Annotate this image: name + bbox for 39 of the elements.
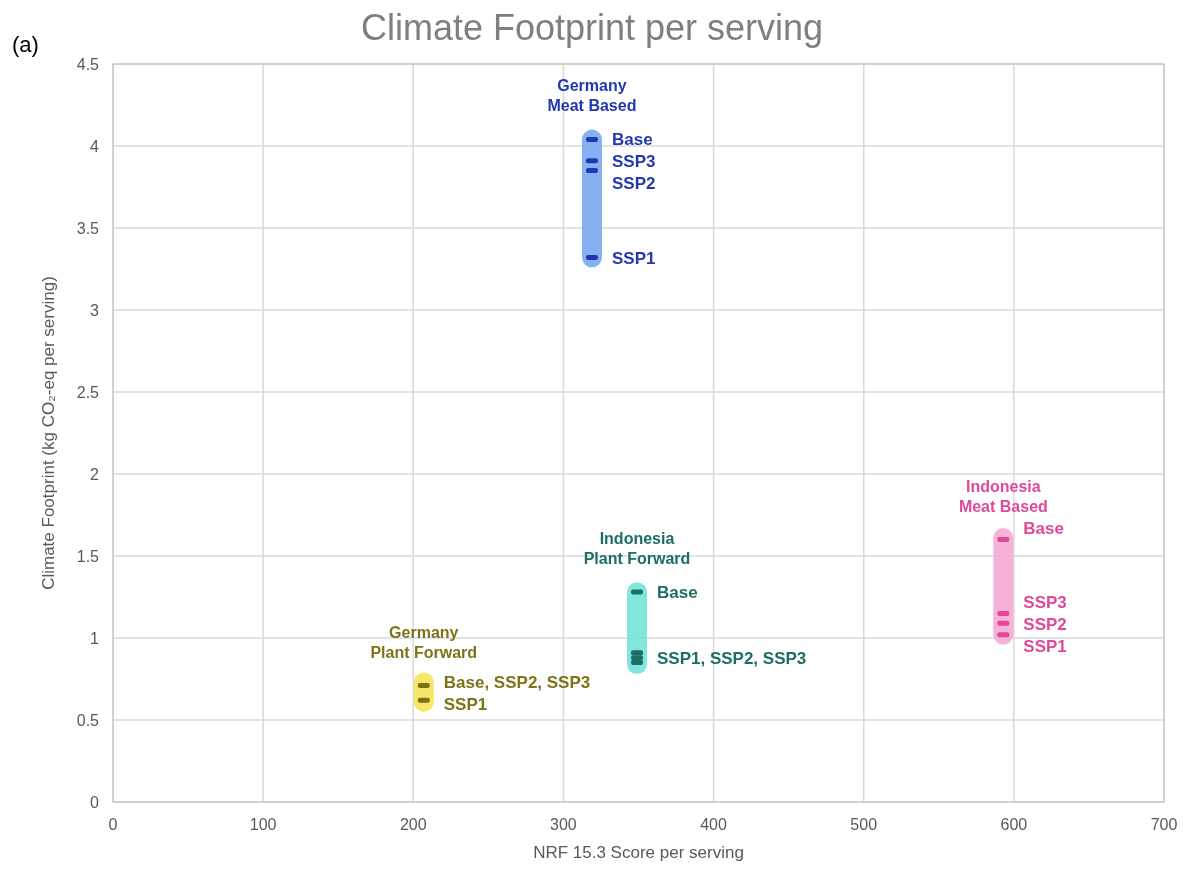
x-tick-label: 100 [249, 816, 277, 833]
annotation: SSP1, SSP2, SSP3 [657, 648, 807, 668]
y-tick-label: 1.5 [76, 548, 100, 565]
x-tick-label: 500 [850, 816, 878, 833]
y-tick-label: 0 [90, 794, 100, 811]
annotation: SSP1 [443, 694, 488, 714]
y-tick-label: 3 [90, 302, 100, 319]
x-tick-label: 0 [108, 816, 118, 833]
y-tick-label: 1 [90, 630, 100, 647]
x-axis-title: NRF 15.3 Score per serving [533, 843, 744, 862]
annotation: SSP2 [611, 174, 656, 194]
x-tick-label: 600 [1000, 816, 1028, 833]
text: Indonesia Meat Based [958, 477, 1048, 515]
text: (a) [12, 32, 39, 57]
x-tick-label: 200 [399, 816, 427, 833]
text: Germany Meat Based [547, 77, 637, 115]
y-tick-label: 3.5 [76, 220, 100, 237]
annotation: Base [1023, 519, 1064, 539]
x-tick-label: 300 [550, 816, 577, 833]
text: Indonesia Plant Forward [583, 530, 691, 568]
annotation: SSP2 [1023, 615, 1067, 635]
annotation: SSP1 [1023, 637, 1067, 657]
chart-title: Climate Footprint per serving [360, 7, 824, 48]
bar [993, 528, 1014, 645]
y-tick-label: 2.5 [76, 384, 100, 401]
annotation: Base, SSP2, SSP3 [443, 672, 591, 692]
y-tick-label: 4 [90, 138, 100, 155]
annotation: Base [611, 130, 653, 150]
annotation: Base [657, 583, 698, 603]
y-axis-title: Climate Footprint (kg CO₂-eq per serving) [39, 276, 58, 590]
y-tick-label: 2 [90, 466, 100, 483]
annotation: SSP1 [611, 248, 656, 268]
annotation: SSP3 [1023, 593, 1067, 613]
text: Germany Plant Forward [370, 623, 478, 661]
y-tick-label: 4.5 [76, 56, 100, 73]
y-tick-label: 0.5 [76, 712, 100, 729]
annotation: SSP3 [611, 152, 656, 172]
x-tick-label: 700 [1150, 816, 1178, 833]
x-tick-label: 400 [700, 816, 728, 833]
